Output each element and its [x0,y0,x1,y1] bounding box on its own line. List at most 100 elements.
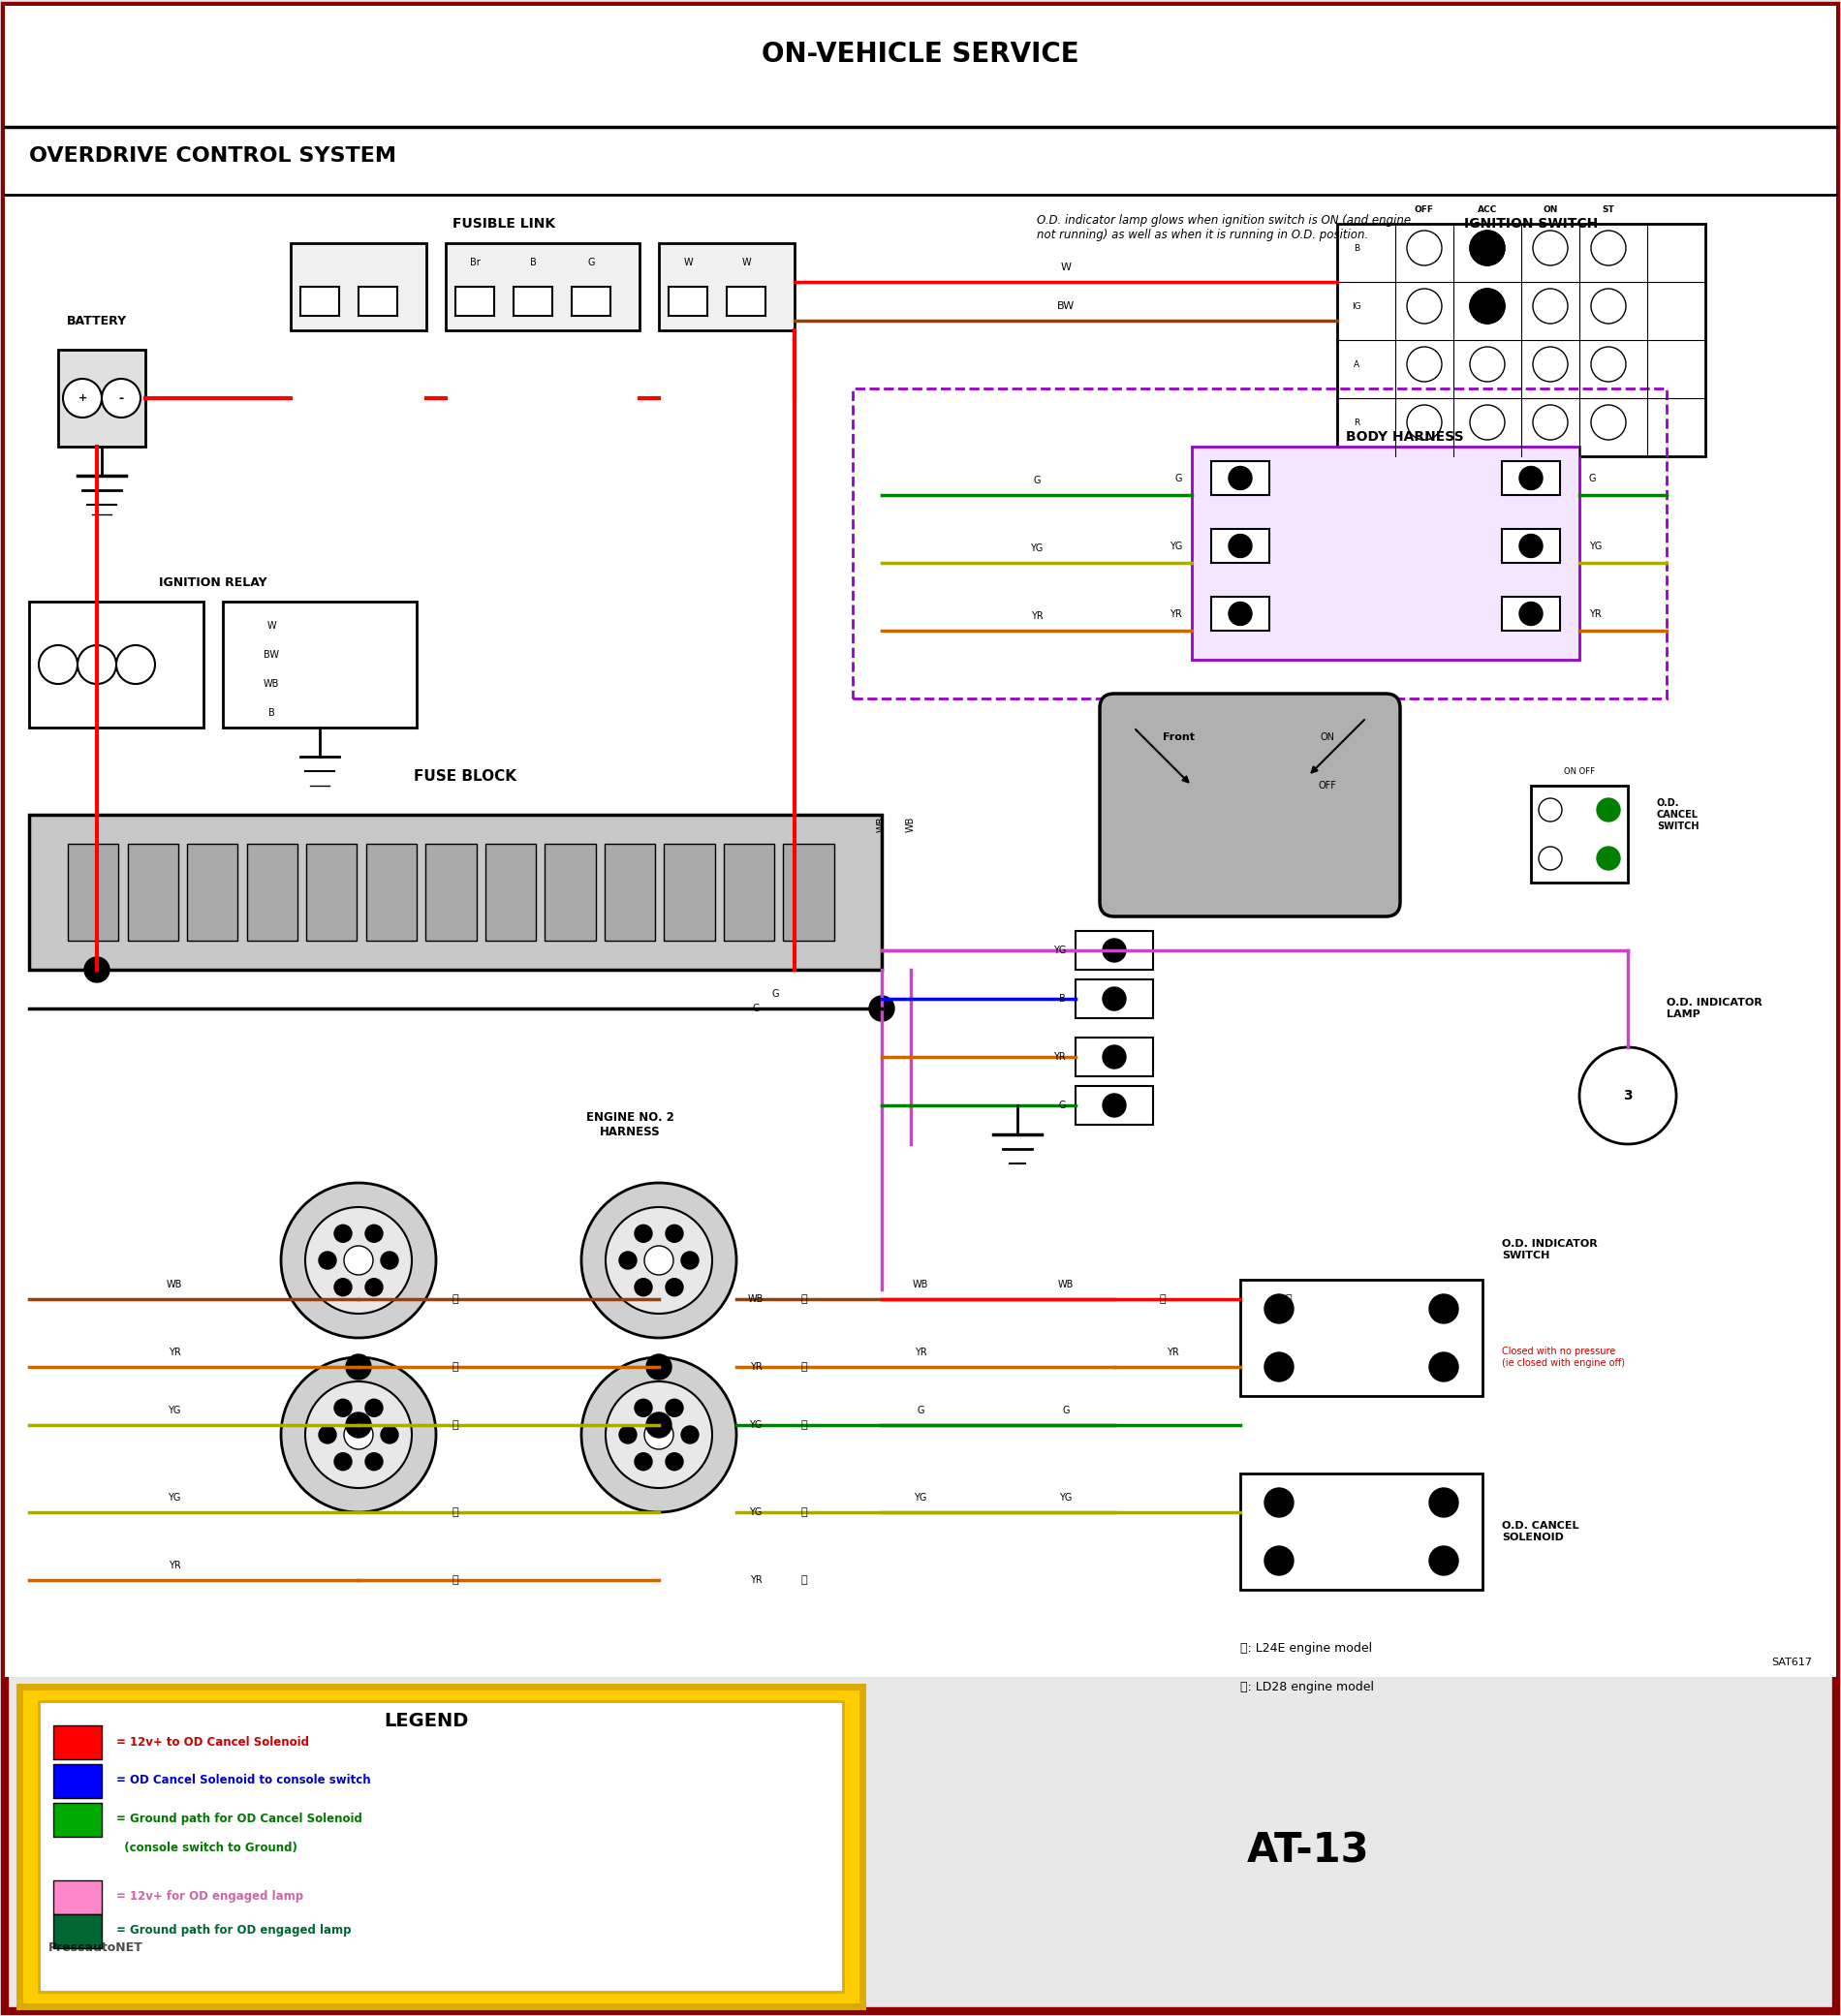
Circle shape [365,1454,383,1470]
Text: B: B [1059,994,1066,1004]
Bar [668,286,707,317]
Text: Ⓓ: Ⓓ [453,1574,458,1585]
Text: WB: WB [166,1280,182,1290]
Text: W: W [742,258,751,268]
Circle shape [1519,534,1543,558]
Circle shape [1228,466,1252,490]
Circle shape [1103,1095,1127,1117]
Bar [1241,1474,1482,1591]
Text: W: W [683,258,692,268]
Text: Br: Br [469,258,481,268]
Bar [665,845,714,941]
Circle shape [381,1425,398,1443]
Text: G: G [753,1004,758,1014]
Circle shape [318,1252,337,1270]
Circle shape [77,645,116,683]
Text: YR: YR [168,1347,180,1357]
Circle shape [63,379,101,417]
Text: Ⓓ: Ⓓ [453,1508,458,1518]
Circle shape [306,1381,412,1488]
Text: YR: YR [1031,611,1044,621]
Text: YG: YG [1031,544,1044,552]
Text: YR: YR [1169,609,1182,619]
Text: BW: BW [1057,300,1075,310]
Bar [784,845,834,941]
Bar [425,845,477,941]
Bar [1532,786,1627,883]
Circle shape [644,1246,674,1274]
Circle shape [1469,230,1504,266]
Text: WB: WB [906,816,915,833]
Text: YR: YR [168,1560,180,1570]
Bar [20,1687,862,2006]
Text: YR: YR [749,1574,762,1585]
Circle shape [666,1399,683,1417]
Text: B: B [530,258,536,268]
Text: G: G [1589,474,1596,484]
Text: ON-VEHICLE SERVICE: ON-VEHICLE SERVICE [762,40,1079,69]
Text: = OD Cancel Solenoid to console switch: = OD Cancel Solenoid to console switch [116,1774,370,1786]
Text: Ⓓ: LD28 engine model: Ⓓ: LD28 engine model [1241,1679,1373,1693]
Bar [359,286,398,317]
Circle shape [1265,1294,1294,1322]
Circle shape [282,1183,436,1339]
Circle shape [619,1425,637,1443]
Circle shape [344,1246,374,1274]
Bar [6,127,1835,1677]
Text: Ⓓ: Ⓓ [1285,1294,1292,1304]
Bar [659,244,795,331]
Text: G: G [771,990,779,998]
Bar [53,1726,101,1760]
Circle shape [282,1357,436,1512]
Text: A: A [1353,361,1359,369]
Circle shape [1407,288,1442,323]
Circle shape [1429,1353,1458,1381]
Bar [247,845,298,941]
Bar [39,1702,843,1992]
Circle shape [318,1425,337,1443]
Circle shape [1469,405,1504,439]
Circle shape [1591,288,1626,323]
Bar [53,1915,101,1947]
FancyBboxPatch shape [1099,694,1401,917]
Text: YG: YG [168,1405,180,1415]
Text: Ⓒ: Ⓒ [801,1419,808,1429]
Bar [53,1881,101,1915]
Circle shape [646,1355,672,1379]
Text: O.D. indicator lamp glows when ignition switch is ON (and engine
not running) as: O.D. indicator lamp glows when ignition … [1036,214,1410,242]
Text: WB: WB [913,1280,928,1290]
Circle shape [1539,798,1561,821]
Circle shape [1429,1546,1458,1574]
Text: G: G [1062,1405,1070,1415]
Text: FUSE BLOCK: FUSE BLOCK [414,768,517,784]
Circle shape [1534,288,1569,323]
Bar [1075,931,1152,970]
Circle shape [635,1278,652,1296]
Circle shape [1228,603,1252,625]
Circle shape [346,1413,372,1437]
Circle shape [346,1355,372,1379]
Bar [1502,462,1559,496]
Text: ON: ON [1320,732,1335,742]
Circle shape [1596,847,1620,871]
Text: ST: ST [1602,206,1615,214]
Circle shape [365,1278,383,1296]
Bar [1502,528,1559,562]
Bar [1502,597,1559,631]
Text: -: - [118,391,123,405]
Text: BATTERY: BATTERY [66,314,127,327]
Text: O.D. INDICATOR
LAMP: O.D. INDICATOR LAMP [1666,998,1762,1018]
Bar [724,845,775,941]
Circle shape [635,1454,652,1470]
Text: (console switch to Ground): (console switch to Ground) [116,1843,298,1855]
Text: YG: YG [749,1419,762,1429]
Text: G: G [1033,476,1040,486]
Text: +: + [77,393,87,403]
Text: AT-13: AT-13 [1246,1831,1370,1871]
Text: YG: YG [1059,1494,1071,1502]
Bar [223,601,416,728]
Circle shape [335,1454,352,1470]
Bar [455,286,493,317]
Bar [1191,448,1580,659]
Text: YG: YG [913,1494,928,1502]
